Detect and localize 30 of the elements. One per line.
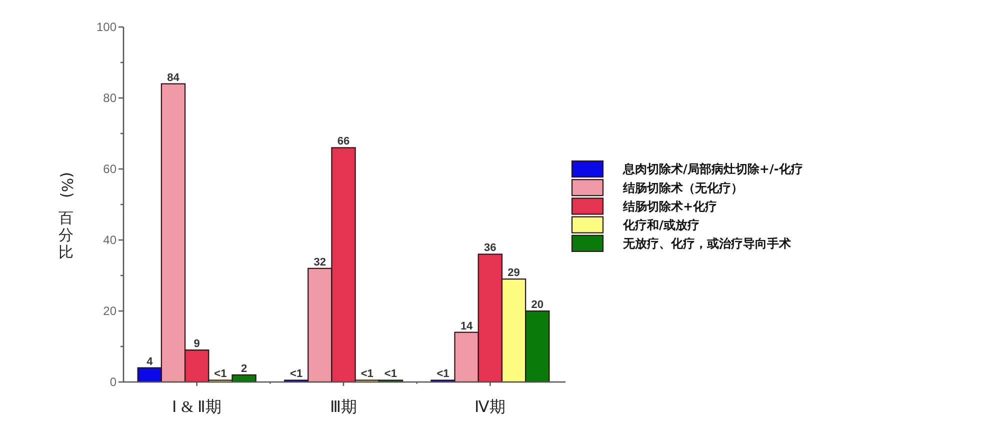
y-tick-label: 0: [110, 375, 117, 390]
data-label: 9: [194, 338, 200, 350]
data-label: 2: [240, 362, 248, 375]
data-label: 20: [531, 299, 544, 311]
data-label: <1: [360, 368, 374, 380]
data-label: <1: [214, 368, 227, 380]
data-label: 29: [508, 267, 520, 280]
x-tick-label: Ⅰ & Ⅱ期: [172, 398, 222, 416]
y-tick-label: 80: [103, 91, 117, 106]
y-axis-title: (%) 百分比: [58, 172, 76, 261]
data-label: <1: [290, 368, 303, 380]
legend-label: 结肠切除术（无化疗）: [622, 180, 743, 195]
legend-label: 结肠切除术+化疗: [622, 199, 718, 214]
legend-label: 无放疗、化疗，或治疗导向手术: [622, 236, 791, 251]
legend-label: 化疗和/或放疗: [622, 218, 700, 232]
x-tick-label: Ⅳ期: [474, 398, 506, 416]
data-label: 4: [146, 356, 154, 368]
data-label: <1: [384, 368, 397, 380]
data-label: 66: [337, 136, 350, 148]
y-tick-label: 100: [96, 20, 117, 34]
x-tick-label: Ⅲ期: [330, 398, 357, 416]
y-tick-label: 20: [103, 304, 117, 318]
data-label: 36: [484, 242, 496, 254]
y-tick-label: 60: [103, 162, 117, 176]
y-tick-label: 40: [103, 233, 117, 248]
data-label: 14: [460, 320, 474, 332]
data-label: 32: [314, 256, 326, 268]
data-label: <1: [436, 368, 450, 380]
data-label: 84: [167, 72, 180, 84]
legend-label: 息肉切除术/局部病灶切除+/-化疗: [622, 162, 803, 176]
